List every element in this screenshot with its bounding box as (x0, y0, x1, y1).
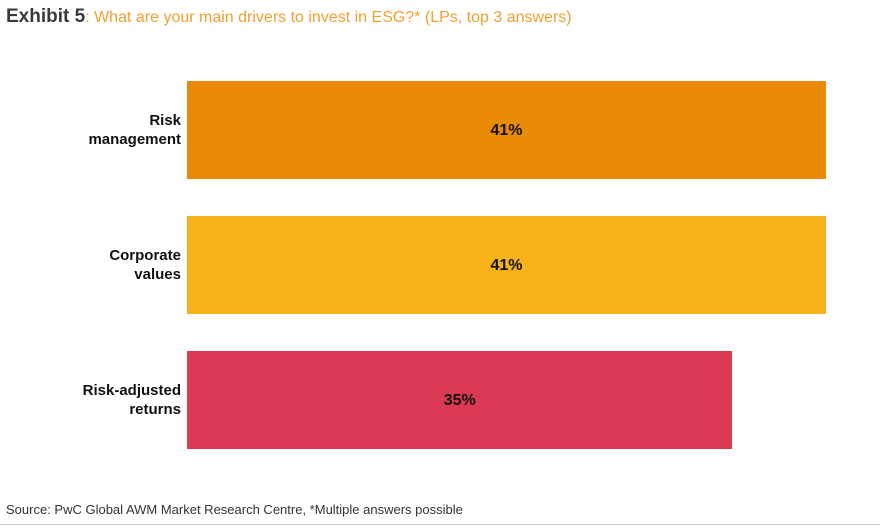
bar (187, 81, 826, 179)
value-label: 35% (443, 392, 476, 409)
value-label: 41% (490, 257, 523, 274)
bar (187, 351, 733, 449)
bar (187, 216, 826, 314)
source-note: Source: PwC Global AWM Market Research C… (6, 502, 463, 517)
footer-rule (0, 524, 880, 525)
value-label: 41% (490, 122, 523, 139)
category-label: Risk-adjusted returns (82, 382, 181, 418)
title-block: Exhibit 5: What are your main drivers to… (6, 6, 572, 28)
chart-subtitle: : What are your main drivers to invest i… (85, 9, 572, 26)
chart-title: Exhibit 5 (6, 6, 86, 27)
category-label: Risk management (88, 112, 181, 148)
category-label: Corporate values (109, 247, 181, 283)
